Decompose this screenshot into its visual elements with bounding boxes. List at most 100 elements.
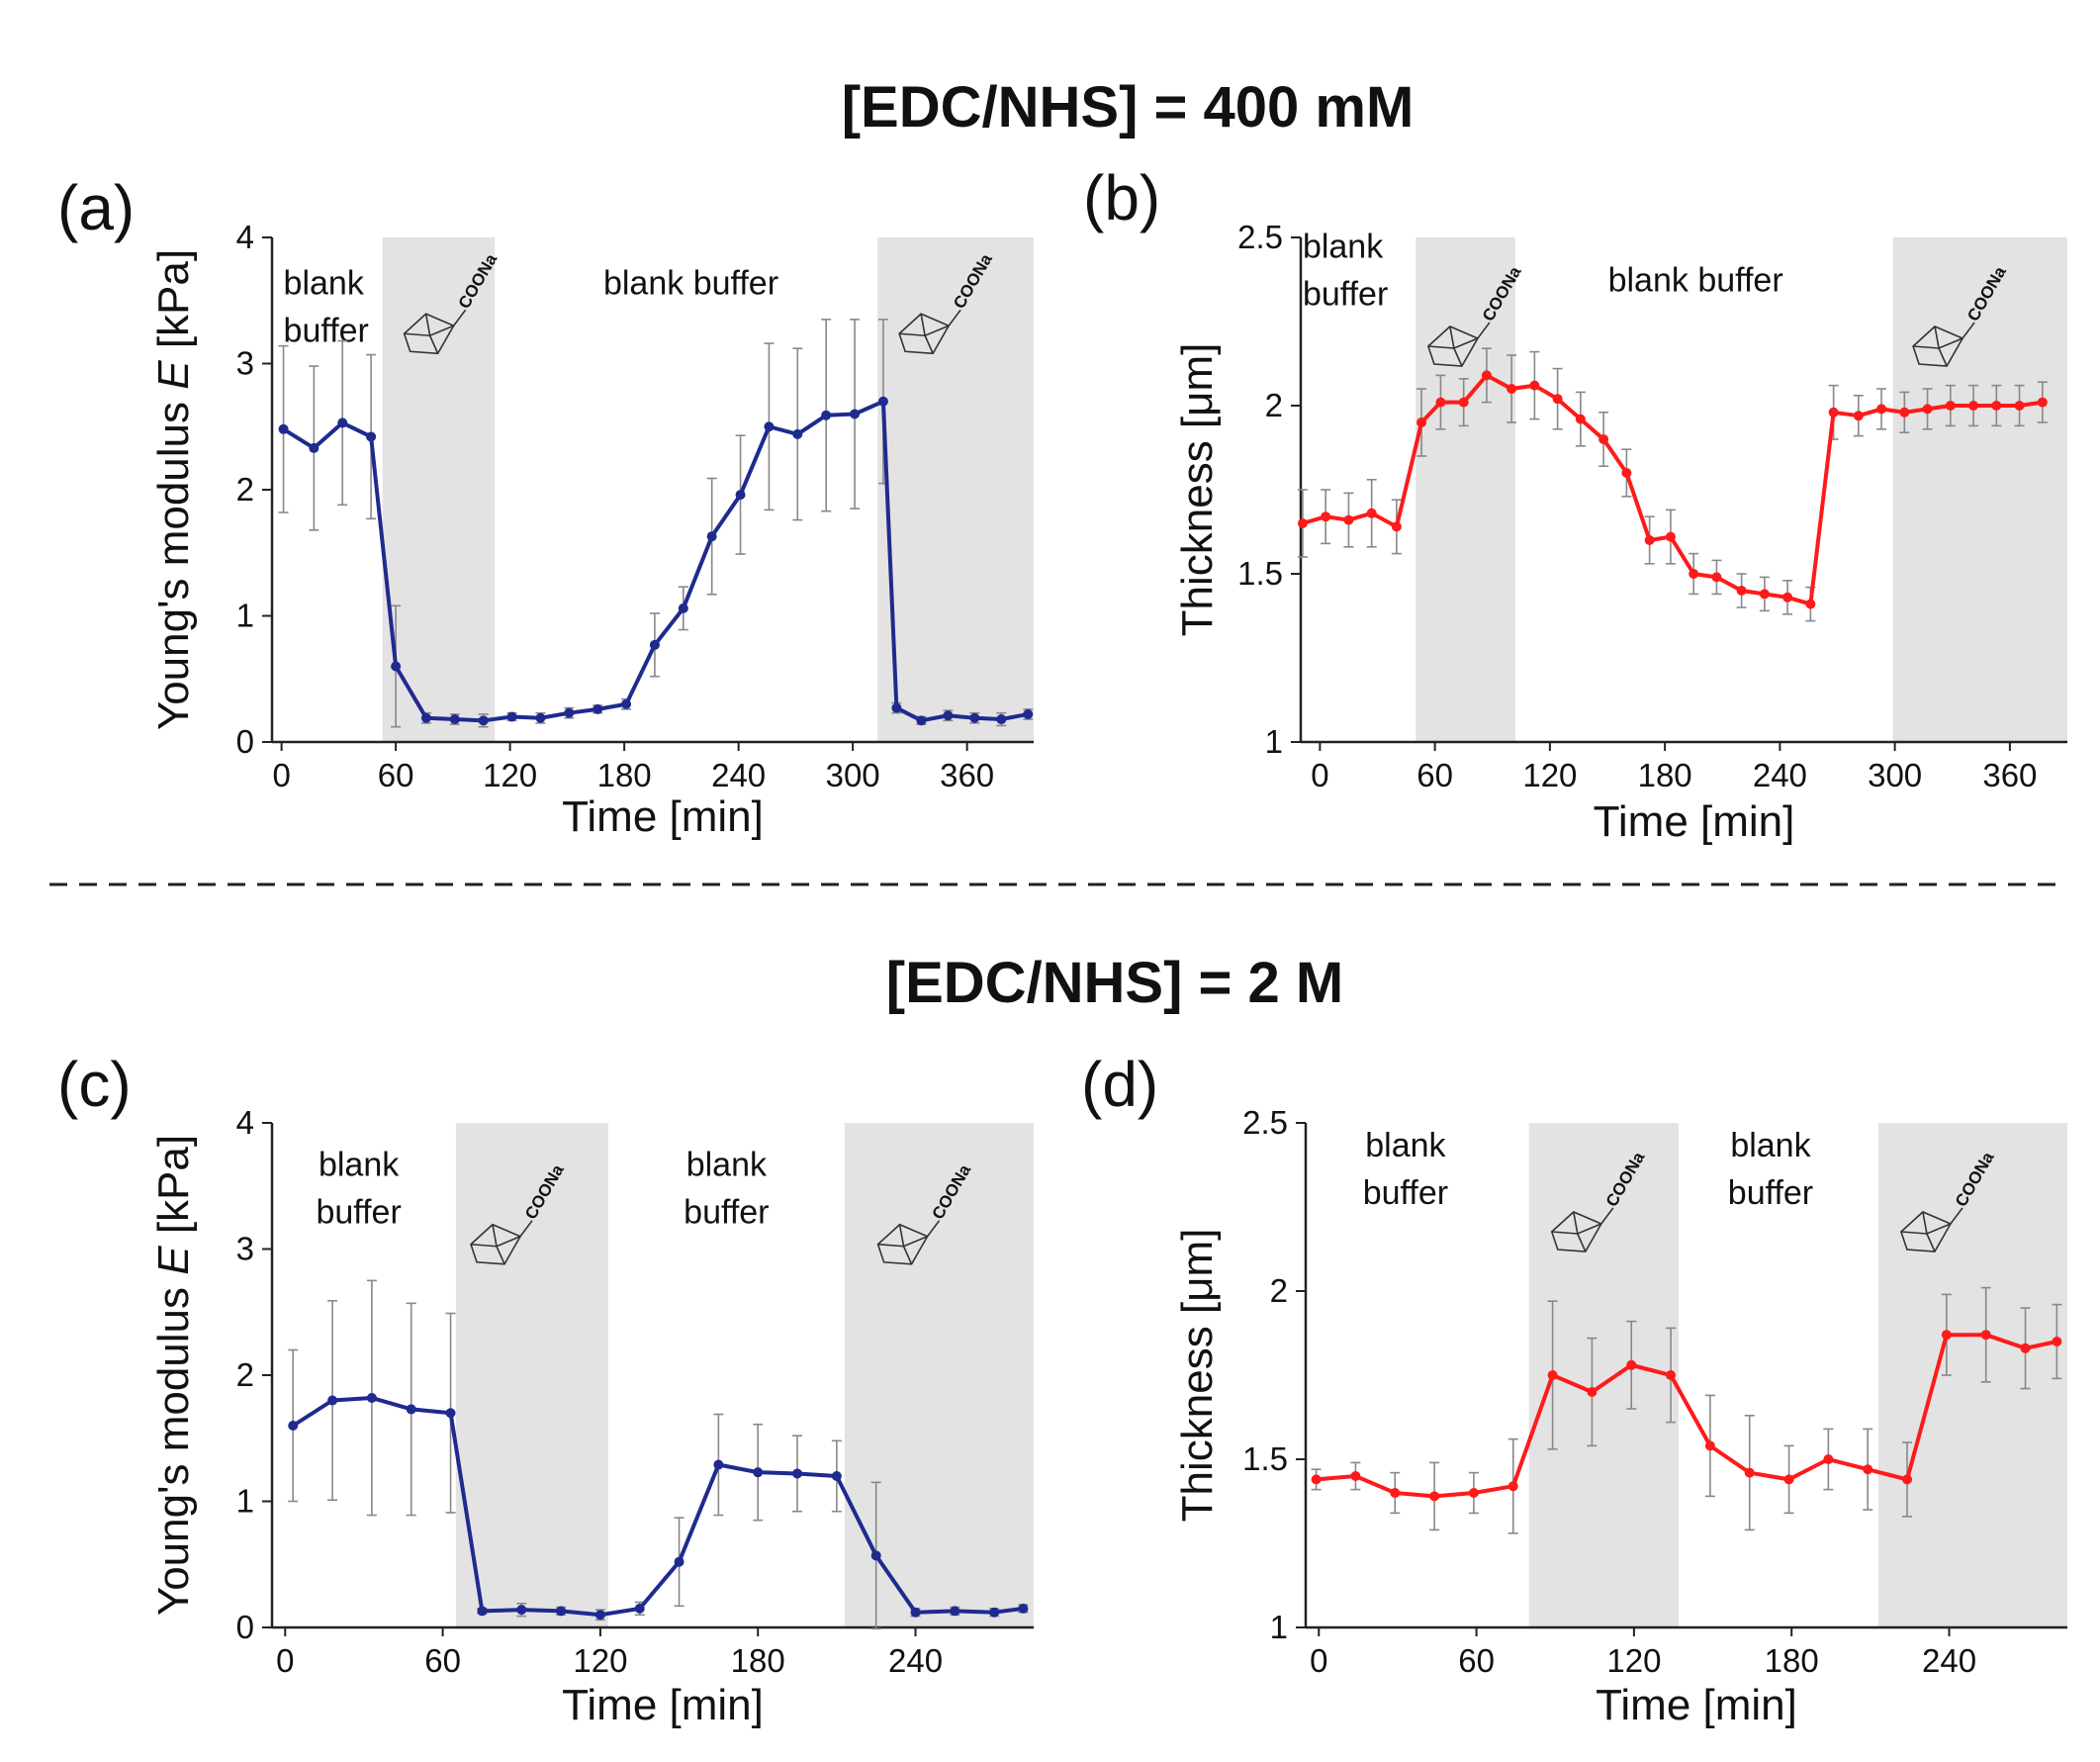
data-point [1297,518,1308,528]
adamantane-bond [1573,1211,1587,1252]
y-axis-title-variable: E [149,1246,198,1275]
y-tick-label: 4 [236,1104,254,1141]
x-tick-label: 120 [573,1642,627,1679]
data-point [831,1471,842,1481]
data-point [309,442,320,453]
data-point [1980,1330,1991,1341]
data-point [2014,401,2025,411]
data-point [564,707,575,718]
data-point [1759,589,1770,600]
data-point [366,431,377,442]
region-label: blank buffer [316,1147,401,1232]
data-point [891,702,902,713]
data-point [850,409,861,419]
data-point [969,712,980,723]
data-point [1899,407,1910,417]
y-axis-title: Thickness [μm] [1173,343,1222,637]
carboxylate-bond [1600,1207,1614,1225]
data-point [337,417,348,428]
region-label-line: blank buffer [1608,261,1783,299]
data-point [1863,1464,1873,1475]
data-point [1343,514,1354,525]
region-label-line: blank buffer [603,264,778,302]
data-point [1689,569,1699,579]
data-point [1507,384,1517,394]
y-axis-title-text: Young's modulus [149,390,198,730]
data-point [2020,1343,2031,1353]
region-label: blank buffer [603,264,778,302]
data-point [1547,1370,1558,1380]
heading-top: [EDC/NHS] = 400 mM [842,75,1415,139]
x-tick-label: 240 [1753,757,1807,793]
y-tick-label: 2 [236,1356,254,1393]
data-point [1587,1387,1598,1397]
y-tick-label: 2.5 [1242,1104,1288,1141]
data-point [1350,1471,1361,1481]
shaded-region [1877,1123,2067,1627]
data-point [1390,1488,1401,1498]
x-tick-label: 0 [276,1642,294,1679]
data-point [1626,1359,1637,1370]
shaded-region [1415,237,1515,742]
data-point [1458,397,1469,408]
region-label-line: buffer [1363,1174,1448,1212]
data-point [506,711,517,722]
adamantane-cage [1912,325,1964,367]
carboxylate-bond [1950,1207,1963,1225]
data-point [996,714,1007,725]
y-tick-label: 1.5 [1242,1440,1288,1477]
x-tick-label: 180 [731,1642,785,1679]
data-point [1507,1481,1518,1492]
data-point [1783,1474,1794,1485]
data-point [649,639,660,650]
region-label-line: buffer [684,1194,769,1232]
adamantane-bond [1449,325,1463,367]
panel-label: (a) [57,172,135,243]
data-point [910,1607,921,1618]
adamantane-bond [898,1224,913,1265]
data-point [1018,1603,1029,1614]
data-point [420,712,431,723]
adamantane-cage [1900,1211,1953,1252]
data-point [288,1421,299,1431]
adamantane-bond [1934,325,1948,367]
panel-label: (c) [57,1049,132,1120]
data-point [1391,521,1402,532]
y-tick-label: 3 [236,1231,254,1267]
data-point [366,1392,377,1403]
region-label-line: buffer [316,1194,401,1232]
y-tick-label: 3 [236,345,254,382]
carboxylate-bond [452,309,467,326]
x-tick-label: 240 [888,1642,943,1679]
y-tick-label: 1.5 [1237,555,1283,592]
x-tick-label: 360 [1982,757,2037,793]
data-point [1744,1467,1755,1478]
data-point [1023,708,1034,719]
data-point [735,490,746,501]
data-point [327,1395,338,1406]
y-tick-label: 0 [236,723,254,760]
y-axis-title-unit: [kPa] [149,249,198,361]
data-point [556,1606,567,1617]
y-tick-label: 0 [236,1609,254,1645]
region-label-line: blank [1730,1127,1811,1164]
data-point [1922,404,1933,415]
x-tick-label: 300 [1868,757,1922,793]
region-label-line: blank [284,264,365,302]
x-tick-label: 360 [940,757,994,793]
y-axis-title-text: Thickness [μm] [1173,343,1222,637]
data-point [621,698,632,709]
region-label-line: blank [319,1147,400,1184]
data-point [1666,1370,1677,1380]
y-tick-label: 1 [1265,723,1283,760]
data-point [1529,380,1540,391]
data-point [1621,468,1632,478]
shaded-region [382,237,496,742]
region-label: blank buffer [1303,228,1388,313]
data-point [516,1605,527,1616]
data-point [535,712,546,723]
carboxylate-bond [1962,322,1975,339]
x-tick-label: 60 [424,1642,461,1679]
